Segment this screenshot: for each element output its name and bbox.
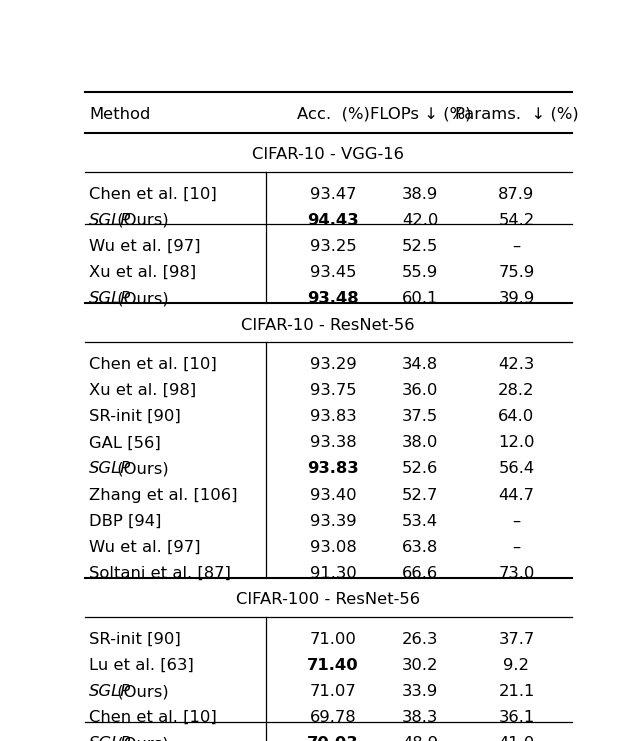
Text: (Ours): (Ours) bbox=[112, 737, 169, 741]
Text: 60.1: 60.1 bbox=[402, 291, 438, 306]
Text: 54.2: 54.2 bbox=[499, 213, 534, 227]
Text: (Ours): (Ours) bbox=[112, 291, 169, 306]
Text: –: – bbox=[513, 514, 520, 529]
Text: 39.9: 39.9 bbox=[499, 291, 534, 306]
Text: 9.2: 9.2 bbox=[504, 658, 529, 673]
Text: 71.40: 71.40 bbox=[307, 658, 359, 673]
Text: 64.0: 64.0 bbox=[499, 409, 534, 424]
Text: 56.4: 56.4 bbox=[499, 462, 534, 476]
Text: 44.7: 44.7 bbox=[499, 488, 534, 502]
Text: 93.29: 93.29 bbox=[310, 356, 356, 372]
Text: 38.9: 38.9 bbox=[402, 187, 438, 202]
Text: Xu et al. [98]: Xu et al. [98] bbox=[89, 265, 196, 280]
Text: CIFAR-10 - VGG-16: CIFAR-10 - VGG-16 bbox=[252, 147, 404, 162]
Text: 42.0: 42.0 bbox=[402, 213, 438, 227]
Text: GAL [56]: GAL [56] bbox=[89, 435, 161, 451]
Text: 63.8: 63.8 bbox=[402, 540, 438, 555]
Text: 94.43: 94.43 bbox=[307, 213, 359, 227]
Text: Chen et al. [10]: Chen et al. [10] bbox=[89, 356, 217, 372]
Text: 75.9: 75.9 bbox=[499, 265, 534, 280]
Text: 71.07: 71.07 bbox=[310, 684, 356, 699]
Text: 33.9: 33.9 bbox=[402, 684, 438, 699]
Text: SGLP: SGLP bbox=[89, 291, 131, 306]
Text: 66.6: 66.6 bbox=[402, 566, 438, 581]
Text: 71.00: 71.00 bbox=[310, 631, 356, 647]
Text: Chen et al. [10]: Chen et al. [10] bbox=[89, 710, 217, 725]
Text: Chen et al. [10]: Chen et al. [10] bbox=[89, 187, 217, 202]
Text: SR-init [90]: SR-init [90] bbox=[89, 631, 181, 647]
Text: 52.6: 52.6 bbox=[402, 462, 438, 476]
Text: Acc.  (%): Acc. (%) bbox=[296, 107, 369, 122]
Text: 93.40: 93.40 bbox=[310, 488, 356, 502]
Text: SGLP: SGLP bbox=[89, 462, 131, 476]
Text: Lu et al. [63]: Lu et al. [63] bbox=[89, 658, 194, 673]
Text: 87.9: 87.9 bbox=[499, 187, 534, 202]
Text: 36.0: 36.0 bbox=[402, 383, 438, 398]
Text: SGLP: SGLP bbox=[89, 213, 131, 227]
Text: Zhang et al. [106]: Zhang et al. [106] bbox=[89, 488, 237, 502]
Text: (Ours): (Ours) bbox=[112, 684, 169, 699]
Text: 55.9: 55.9 bbox=[402, 265, 438, 280]
Text: 21.1: 21.1 bbox=[499, 684, 534, 699]
Text: 70.03: 70.03 bbox=[307, 737, 359, 741]
Text: 93.83: 93.83 bbox=[307, 462, 359, 476]
Text: CIFAR-100 - ResNet-56: CIFAR-100 - ResNet-56 bbox=[236, 592, 420, 608]
Text: 93.83: 93.83 bbox=[310, 409, 356, 424]
Text: –: – bbox=[513, 540, 520, 555]
Text: FLOPs ↓ (%): FLOPs ↓ (%) bbox=[369, 107, 471, 122]
Text: 93.25: 93.25 bbox=[310, 239, 356, 254]
Text: 53.4: 53.4 bbox=[402, 514, 438, 529]
Text: 37.7: 37.7 bbox=[499, 631, 534, 647]
Text: 37.5: 37.5 bbox=[402, 409, 438, 424]
Text: Method: Method bbox=[89, 107, 150, 122]
Text: 26.3: 26.3 bbox=[402, 631, 438, 647]
Text: 52.5: 52.5 bbox=[402, 239, 438, 254]
Text: (Ours): (Ours) bbox=[112, 213, 169, 227]
Text: 93.75: 93.75 bbox=[310, 383, 356, 398]
Text: 73.0: 73.0 bbox=[499, 566, 534, 581]
Text: 38.0: 38.0 bbox=[402, 435, 438, 451]
Text: 93.48: 93.48 bbox=[307, 291, 359, 306]
Text: (Ours): (Ours) bbox=[112, 462, 169, 476]
Text: –: – bbox=[513, 239, 520, 254]
Text: 93.08: 93.08 bbox=[310, 540, 356, 555]
Text: 36.1: 36.1 bbox=[499, 710, 534, 725]
Text: 12.0: 12.0 bbox=[498, 435, 535, 451]
Text: 28.2: 28.2 bbox=[498, 383, 535, 398]
Text: 38.3: 38.3 bbox=[402, 710, 438, 725]
Text: 42.3: 42.3 bbox=[499, 356, 534, 372]
Text: 91.30: 91.30 bbox=[310, 566, 356, 581]
Text: Wu et al. [97]: Wu et al. [97] bbox=[89, 540, 200, 555]
Text: 93.38: 93.38 bbox=[310, 435, 356, 451]
Text: Soltani et al. [87]: Soltani et al. [87] bbox=[89, 566, 231, 581]
Text: Xu et al. [98]: Xu et al. [98] bbox=[89, 383, 196, 398]
Text: 34.8: 34.8 bbox=[402, 356, 438, 372]
Text: Params.  ↓ (%): Params. ↓ (%) bbox=[454, 107, 579, 122]
Text: 41.0: 41.0 bbox=[499, 737, 534, 741]
Text: 52.7: 52.7 bbox=[402, 488, 438, 502]
Text: SGLP: SGLP bbox=[89, 684, 131, 699]
Text: CIFAR-10 - ResNet-56: CIFAR-10 - ResNet-56 bbox=[241, 317, 415, 333]
Text: SGLP: SGLP bbox=[89, 737, 131, 741]
Text: SR-init [90]: SR-init [90] bbox=[89, 409, 181, 424]
Text: 93.45: 93.45 bbox=[310, 265, 356, 280]
Text: DBP [94]: DBP [94] bbox=[89, 514, 161, 529]
Text: 30.2: 30.2 bbox=[402, 658, 438, 673]
Text: 48.9: 48.9 bbox=[402, 737, 438, 741]
Text: Wu et al. [97]: Wu et al. [97] bbox=[89, 239, 200, 254]
Text: 93.47: 93.47 bbox=[310, 187, 356, 202]
Text: 69.78: 69.78 bbox=[310, 710, 356, 725]
Text: 93.39: 93.39 bbox=[310, 514, 356, 529]
